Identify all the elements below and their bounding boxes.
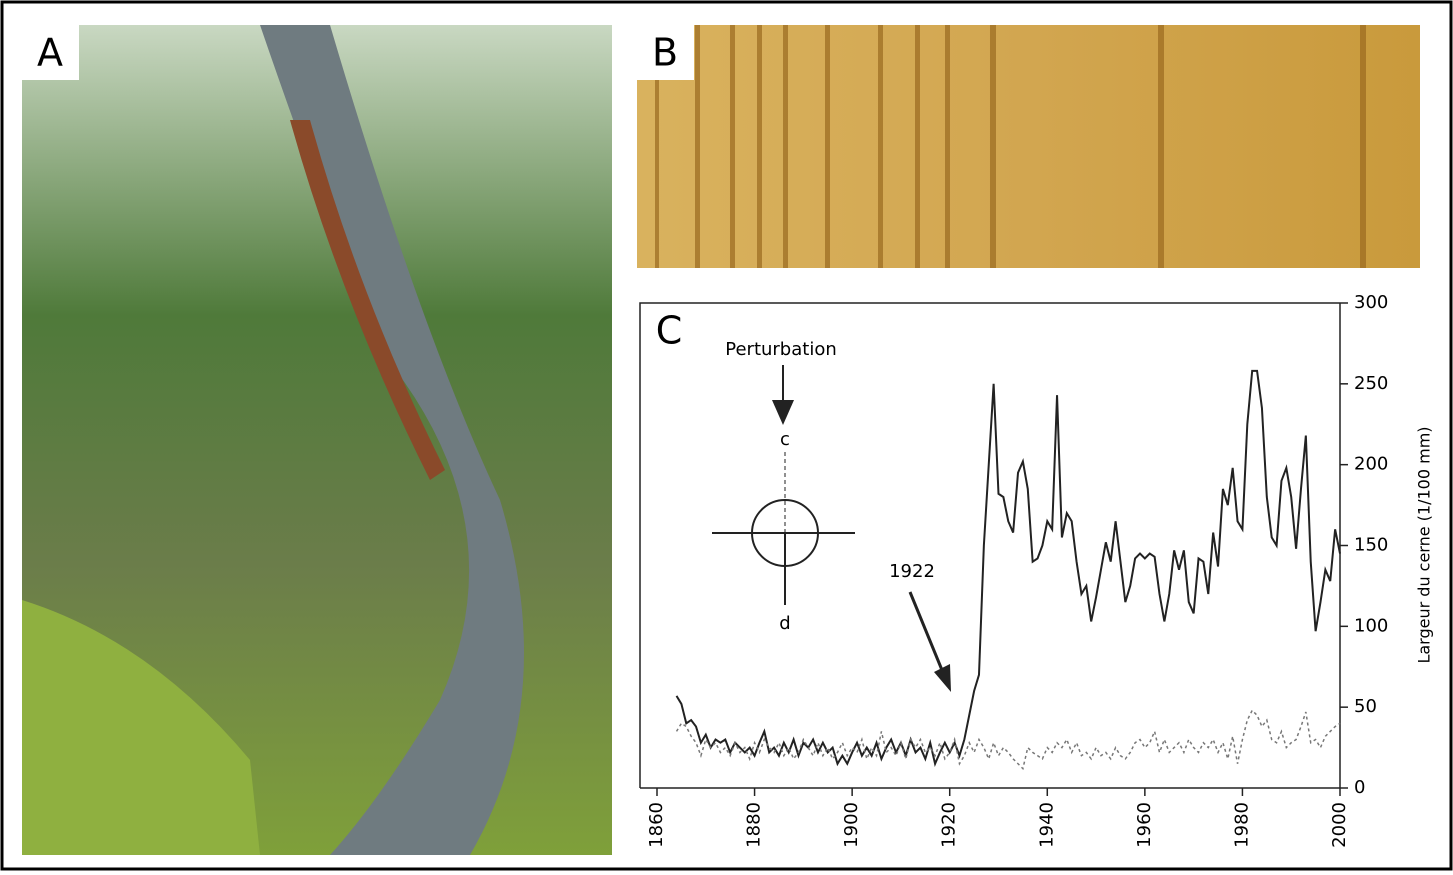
y-tick-label: 300 (1354, 292, 1388, 313)
series-line (675, 709, 1341, 771)
arrow-head (772, 400, 794, 425)
series-line (675, 369, 1341, 767)
panel-label: C (656, 309, 683, 353)
chart-c: C Perturbation c d 1922 Largeur du cerne… (639, 292, 1434, 848)
annotation: d (779, 613, 790, 634)
arrow-head (934, 664, 951, 692)
y-tick-label: 0 (1354, 777, 1365, 798)
annotation: Perturbation (725, 339, 837, 360)
x-tick-label: 2000 (1329, 802, 1350, 848)
x-tick-label: 1940 (1036, 802, 1057, 848)
y-tick-label: 200 (1354, 454, 1388, 475)
x-tick-label: 1880 (744, 802, 765, 848)
y-axis-label: Largeur du cerne (1/100 mm) (1415, 426, 1434, 663)
photo-b: B (637, 25, 1420, 268)
x-tick-label: 1980 (1231, 802, 1252, 848)
panel-label: A (37, 31, 63, 75)
arrow (908, 591, 946, 676)
x-tick-label: 1960 (1134, 802, 1155, 848)
y-tick-label: 150 (1354, 535, 1388, 556)
plot-frame (639, 302, 1340, 788)
panel-label-box (22, 25, 79, 80)
x-tick-label: 1900 (841, 802, 862, 848)
panel-label-box (637, 25, 694, 80)
x-tick-label: 1860 (646, 802, 667, 848)
panel-label: B (652, 31, 678, 75)
photo-a: A (22, 25, 612, 855)
x-tick-label: 1920 (939, 802, 960, 848)
y-tick-label: 100 (1354, 615, 1388, 636)
annotation: 1922 (889, 561, 935, 582)
y-tick-label: 250 (1354, 373, 1388, 394)
annotation: c (780, 429, 790, 450)
y-tick-label: 50 (1354, 696, 1377, 717)
